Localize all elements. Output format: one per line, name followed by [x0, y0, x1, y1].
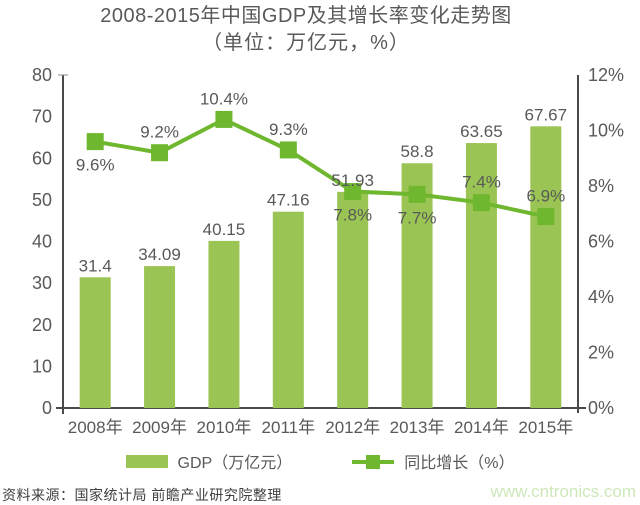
- watermark-link[interactable]: www.cntronics.com: [490, 482, 636, 501]
- legend-item-growth: 同比增长（%）: [352, 449, 514, 473]
- growth-value-label: 7.7%: [398, 208, 437, 227]
- growth-marker: [472, 194, 490, 212]
- gdp-bar: [465, 143, 497, 408]
- gdp-value-label: 51.93: [331, 171, 374, 190]
- y-axis-left-tick-label: 40: [32, 232, 52, 252]
- line-marker-icon: [352, 454, 395, 469]
- y-axis-left-tick-label: 10: [32, 356, 52, 376]
- growth-value-label: 9.2%: [140, 123, 179, 142]
- growth-value-label: 7.8%: [333, 206, 372, 225]
- gdp-value-label: 63.65: [460, 122, 503, 141]
- gdp-value-label: 31.4: [79, 256, 112, 275]
- growth-value-label: 7.4%: [462, 173, 501, 192]
- growth-marker: [344, 183, 362, 201]
- y-axis-left-tick-label: 70: [32, 107, 52, 127]
- y-axis-left-tick-label: 50: [32, 190, 52, 210]
- growth-value-label: 10.4%: [200, 89, 248, 108]
- growth-marker: [408, 185, 426, 203]
- gdp-value-label: 58.8: [401, 142, 434, 161]
- y-axis-left-tick-label: 60: [32, 148, 52, 168]
- legend-label-gdp: GDP（万亿元）: [177, 455, 293, 472]
- y-axis-right-tick-label: 12%: [588, 65, 624, 85]
- x-axis-label: 2009年: [132, 418, 187, 437]
- growth-line: [94, 117, 547, 219]
- y-axis-right-tick-label: 10%: [588, 121, 624, 141]
- growth-marker: [151, 144, 169, 162]
- gdp-value-label: 67.67: [525, 105, 568, 124]
- chart-header: 2008-2015年中国GDP及其增长率变化走势图 （单位：万亿元，%）: [0, 2, 612, 57]
- x-axis-label: 2014年: [454, 418, 509, 437]
- legend: GDP（万亿元） 同比增长（%）: [0, 449, 640, 473]
- growth-marker: [279, 141, 297, 159]
- y-axis-left-tick-label: 20: [32, 315, 52, 335]
- gdp-value-label: 34.09: [138, 245, 181, 264]
- x-axis-label: 2011年: [262, 418, 316, 437]
- x-axis-label: 2012年: [325, 418, 380, 437]
- growth-marker: [537, 208, 555, 226]
- growth-value-label: 9.6%: [76, 156, 115, 175]
- growth-marker: [215, 110, 233, 128]
- gdp-value-label: 40.15: [203, 220, 246, 239]
- gdp-bar: [79, 277, 111, 408]
- chart-subtitle: （单位：万亿元，%）: [202, 32, 410, 54]
- bar-swatch-icon: [125, 454, 168, 468]
- growth-value-label: 9.3%: [269, 120, 308, 139]
- y-axis-right-tick-label: 6%: [588, 232, 614, 252]
- y-axis-right-tick-label: 8%: [588, 176, 614, 196]
- gdp-bar: [208, 240, 240, 408]
- y-axis-right-tick-label: 2%: [588, 343, 614, 363]
- legend-label-growth: 同比增长（%）: [404, 455, 515, 472]
- y-axis-right-tick-label: 0%: [588, 398, 614, 418]
- x-axis-label: 2013年: [390, 418, 445, 437]
- y-axis-left-tick-label: 30: [32, 273, 52, 293]
- y-axis-right-tick-label: 4%: [588, 287, 614, 307]
- square-marker-icon: [366, 454, 381, 469]
- y-axis-left-tick-label: 80: [32, 65, 52, 85]
- x-axis-label: 2015年: [518, 418, 573, 437]
- growth-value-label: 6.9%: [526, 187, 565, 206]
- gdp-bar: [401, 163, 433, 408]
- legend-item-gdp: GDP（万亿元）: [125, 449, 293, 473]
- gdp-bar: [272, 211, 304, 408]
- gdp-value-label: 47.16: [267, 191, 310, 210]
- x-axis-label: 2008年: [68, 418, 123, 437]
- y-axis-left-tick-label: 0: [42, 398, 52, 418]
- gdp-bar: [144, 266, 176, 408]
- x-axis-label: 2010年: [197, 418, 252, 437]
- growth-marker: [86, 133, 104, 151]
- chart-title: 2008-2015年中国GDP及其增长率变化走势图: [100, 5, 512, 27]
- source-note: 资料来源：国家统计局 前瞻产业研究院整理: [2, 487, 282, 503]
- gdp-bar: [530, 126, 562, 409]
- gdp-bar: [337, 191, 369, 408]
